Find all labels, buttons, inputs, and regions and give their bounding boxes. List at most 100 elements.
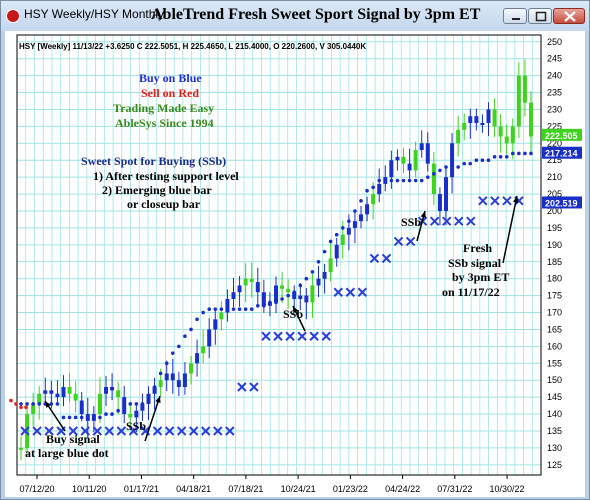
price-bar-body — [298, 295, 303, 299]
price-label-box — [542, 196, 582, 209]
sweet-spot-heading: Sweet Spot for Buying (SSb) — [81, 154, 227, 168]
support-dot — [116, 408, 120, 413]
annotation-arrow — [502, 195, 518, 264]
maximize-icon — [535, 11, 547, 22]
price-bar-body — [365, 204, 370, 215]
y-tick-label: 190 — [547, 240, 562, 250]
x-marker — [285, 331, 295, 341]
maximize-button[interactable] — [528, 8, 552, 24]
support-dot — [365, 188, 369, 193]
x-tick-label: 10/11/20 — [72, 484, 106, 494]
support-dot — [140, 402, 145, 406]
x-marker — [429, 216, 440, 226]
price-bar-body — [304, 295, 309, 303]
price-bar-body — [401, 156, 406, 164]
support-dot — [268, 300, 272, 305]
price-bar-body — [280, 285, 285, 289]
y-tick-label: 245 — [547, 54, 562, 64]
price-bar-body — [498, 126, 503, 137]
window-tab-label[interactable]: HSY Weekly/HSY Monthly — [24, 7, 165, 21]
support-dot — [249, 307, 254, 311]
x-marker — [104, 426, 115, 436]
price-bar-body — [140, 403, 145, 411]
support-dot — [401, 178, 406, 183]
price-bar-body — [79, 400, 84, 415]
y-tick-label: 180 — [547, 274, 562, 284]
support-dot — [79, 415, 84, 420]
price-bar-body — [407, 163, 412, 171]
x-marker — [152, 426, 163, 436]
price-bar-body — [419, 143, 424, 151]
price-bar-body — [43, 390, 48, 394]
x-marker — [321, 331, 331, 341]
y-tick-label: 135 — [547, 426, 562, 436]
price-bar-body — [286, 288, 291, 293]
support-dot — [213, 307, 218, 311]
price-bar-body — [152, 387, 157, 394]
price-bar-body — [462, 123, 467, 130]
support-dot — [322, 249, 327, 254]
support-dot — [498, 155, 503, 159]
x-marker — [188, 426, 199, 436]
sweet-spot-rule-3: or closeup bar — [127, 197, 201, 211]
x-tick-label: 10/24/21 — [281, 484, 316, 494]
support-dot — [243, 307, 248, 311]
sweet-spot-rule-2: 2) Emerging blue bar — [102, 183, 212, 197]
x-tick-label: 07/12/20 — [19, 484, 54, 494]
support-dot — [450, 165, 454, 169]
x-marker — [466, 216, 476, 226]
minimize-button[interactable] — [503, 8, 527, 24]
y-tick-label: 250 — [547, 37, 562, 47]
sell-dot — [24, 405, 28, 410]
annotation-fresh-date: on 11/17/22 — [442, 285, 500, 299]
y-tick-label: 140 — [547, 409, 562, 419]
legend-trading-made-easy: Trading Made Easy — [113, 101, 215, 115]
annotation-arrow-head — [293, 306, 299, 313]
x-marker — [80, 426, 90, 436]
support-dot — [61, 415, 66, 420]
price-bar-body — [225, 299, 230, 313]
x-marker — [273, 331, 283, 341]
support-dot — [456, 165, 460, 169]
price-bar-body — [444, 177, 448, 211]
sell-dot — [19, 405, 23, 410]
x-marker — [116, 426, 127, 436]
price-chart[interactable]: 125 130 135 140 145 150 155 160 165 170 175 180 185 1… — [5, 31, 585, 497]
support-dot — [383, 178, 388, 183]
app-logo-icon — [6, 9, 20, 23]
price-bar-body — [61, 387, 66, 398]
support-dot — [425, 175, 430, 179]
support-dot — [377, 178, 382, 183]
price-bar-body — [219, 312, 224, 320]
close-button[interactable] — [553, 8, 585, 24]
support-dot — [340, 226, 345, 230]
support-dot — [201, 310, 205, 315]
price-bar-body — [195, 353, 200, 364]
price-bar-body — [504, 136, 509, 144]
price-bar-body — [377, 183, 382, 195]
support-dot — [225, 307, 230, 311]
price-bar-body — [231, 292, 236, 299]
support-dot — [407, 178, 412, 183]
support-dot — [231, 307, 236, 311]
x-marker — [381, 253, 392, 264]
annotation-buy-signal-detail: at large blue dot — [25, 446, 109, 460]
price-bar-body — [128, 414, 133, 418]
y-tick-label: 165 — [547, 324, 562, 334]
support-dot — [504, 155, 509, 159]
y-tick-label: 155 — [547, 358, 562, 368]
support-dot — [255, 303, 260, 308]
window-titlebar[interactable]: HSY Weekly/HSY Monthly AbleTrend Fresh S… — [1, 1, 589, 31]
price-bar-body — [359, 214, 363, 222]
price-bar-body — [243, 278, 248, 286]
chart-plot-area[interactable]: 125 130 135 140 145 150 155 160 165 170 175 180 185 1… — [5, 31, 585, 497]
price-bar-body — [310, 285, 315, 303]
price-bar-body — [249, 278, 254, 283]
support-dot — [37, 402, 42, 406]
support-dot — [92, 415, 96, 420]
y-tick-label: 240 — [547, 71, 562, 81]
plot-frame — [16, 34, 542, 476]
y-tick-label: 215 — [547, 155, 562, 165]
price-bar-body — [346, 227, 351, 235]
